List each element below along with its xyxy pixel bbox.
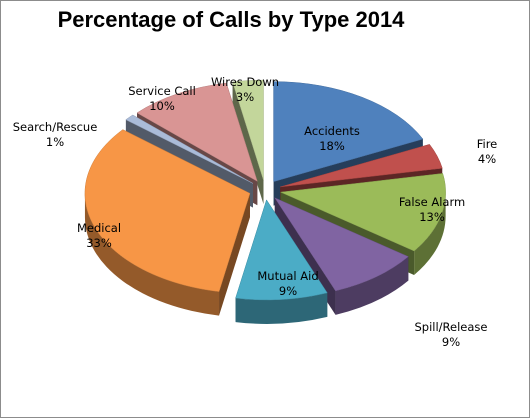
label-wires-down: Wires Down 3% xyxy=(211,75,279,104)
label-accidents: Accidents 18% xyxy=(304,124,360,153)
label-service-call: Service Call 10% xyxy=(128,84,196,113)
slice-medical xyxy=(84,129,251,316)
label-spill-release: Spill/Release 9% xyxy=(415,320,488,349)
slice-wires-down xyxy=(232,79,264,205)
chart-title: Percentage of Calls by Type 2014 xyxy=(57,7,405,32)
label-fire: Fire 4% xyxy=(477,137,498,166)
slice-mutual-aid xyxy=(235,199,328,324)
label-search-rescue: Search/Rescue 1% xyxy=(13,120,98,149)
label-false-alarm: False Alarm 13% xyxy=(399,195,465,224)
label-mutual-aid: Mutual Aid 9% xyxy=(257,269,318,298)
label-medical: Medical 33% xyxy=(77,221,121,250)
